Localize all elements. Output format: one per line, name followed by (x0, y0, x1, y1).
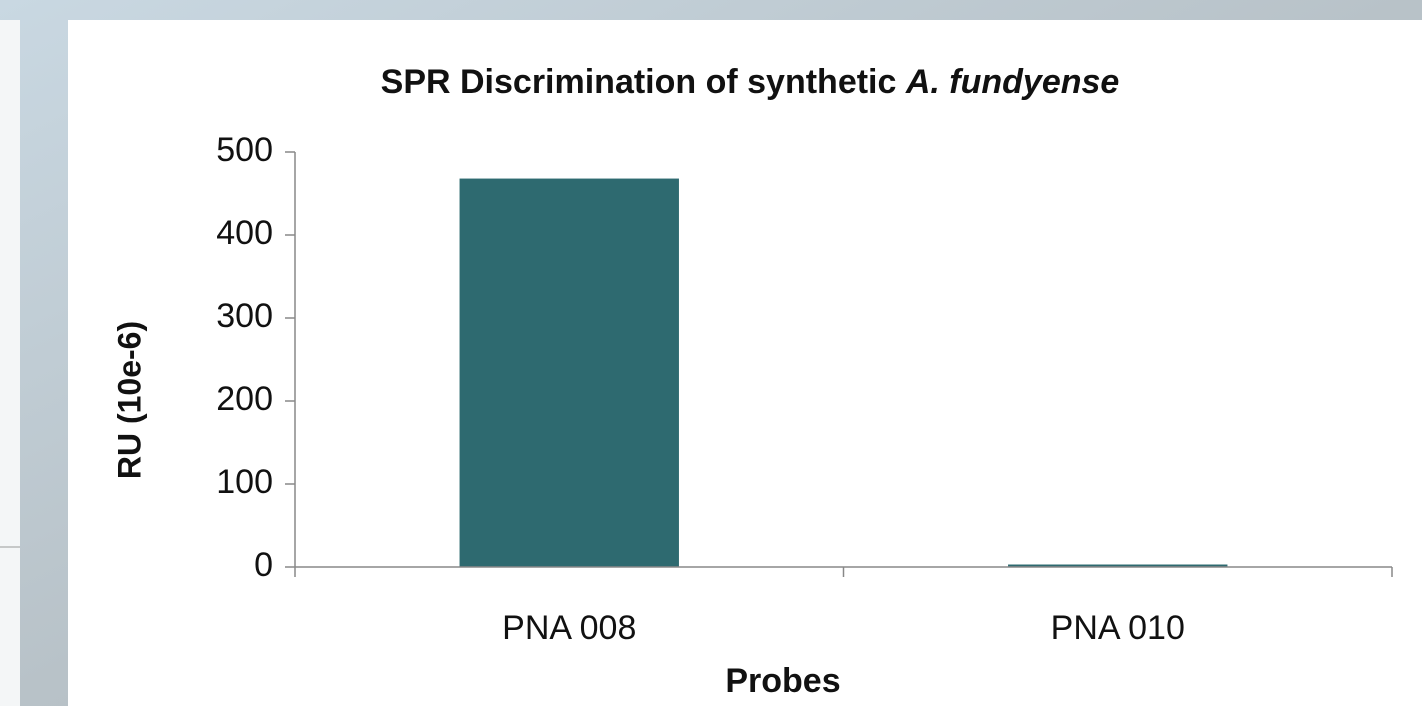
bar (460, 179, 679, 567)
y-axis-label: RU (10e-6) (111, 321, 147, 479)
y-tick-label: 200 (216, 380, 273, 418)
y-tick-label: 100 (216, 463, 273, 501)
x-tick-label: PNA 010 (1051, 609, 1185, 647)
y-tick-label: 0 (254, 546, 273, 584)
title-italic: A. fundyense (905, 63, 1119, 101)
x-tick-label: PNA 008 (502, 609, 636, 647)
x-axis-label: Probes (725, 662, 840, 700)
chart-panel (68, 20, 1422, 706)
side-panel (0, 20, 20, 706)
title-main: SPR Discrimination of synthetic (381, 63, 897, 101)
y-tick-label: 300 (216, 297, 273, 335)
chart-title: SPR Discrimination of synthetic A. fundy… (381, 63, 1120, 101)
y-tick-label: 400 (216, 214, 273, 252)
y-tick-label: 500 (216, 131, 273, 169)
chart: SPR Discrimination of synthetic A. fundy… (0, 0, 1422, 706)
